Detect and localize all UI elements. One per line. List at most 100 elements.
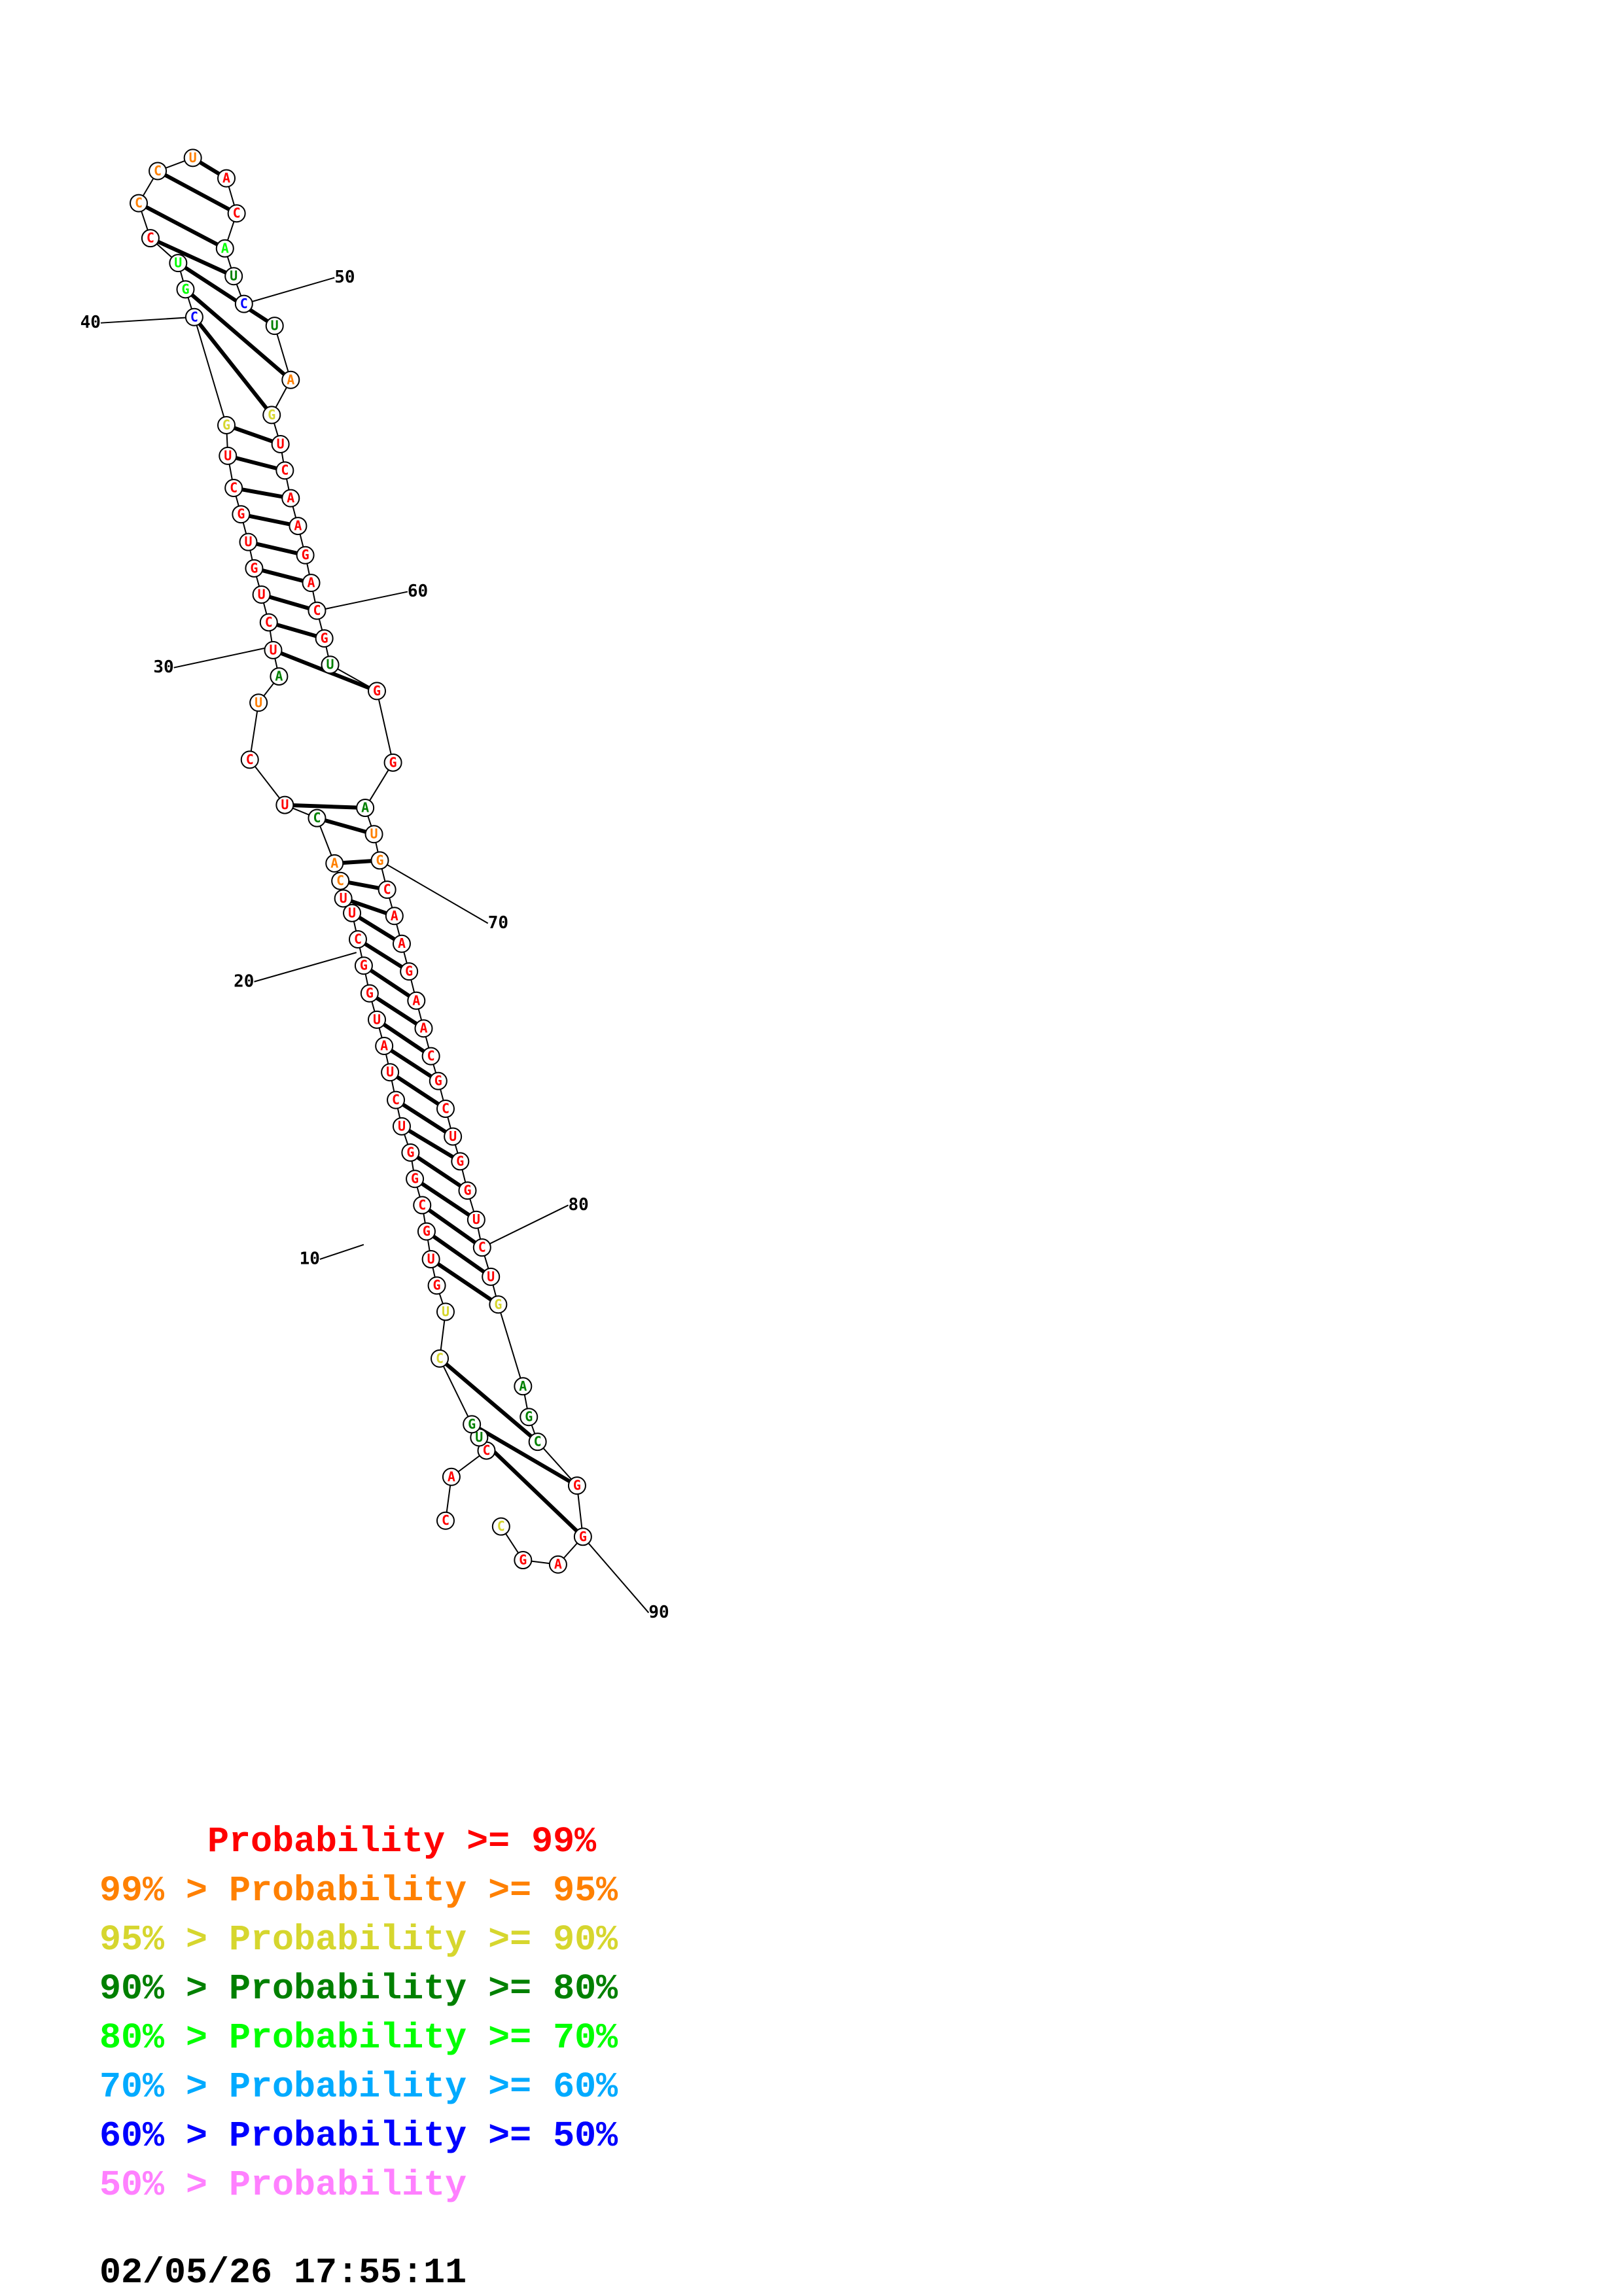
legend-p99: Probability >= 99% xyxy=(99,1821,597,1862)
nucleotide-label: U xyxy=(475,1429,483,1445)
nucleotide-circle xyxy=(169,254,188,273)
nucleotide-label: U xyxy=(370,826,378,842)
nucleotide-circle xyxy=(413,1196,432,1215)
nucleotide-label: A xyxy=(308,575,315,591)
nucleotide-label: C xyxy=(354,931,362,947)
nucleotide-circle xyxy=(308,601,326,620)
base-pair-bond xyxy=(389,1070,447,1111)
base-pair-bond xyxy=(409,1151,469,1192)
nucleotide-circle xyxy=(224,479,243,498)
base-pair-bond xyxy=(233,486,291,500)
nucleotide-label: U xyxy=(487,1268,495,1284)
base-pair-bond xyxy=(395,1098,454,1138)
nucleotide-label: A xyxy=(222,170,230,186)
nucleotide-label: U xyxy=(189,150,197,165)
nucleotide-circle xyxy=(289,517,308,536)
nucleotide-label: C xyxy=(147,230,154,246)
nucleotide-circle xyxy=(436,1511,455,1530)
nucleotide-label: U xyxy=(398,1118,406,1134)
nucleotide-circle xyxy=(296,546,315,565)
nucleotide-circle xyxy=(491,1517,510,1536)
nucleotide-label: A xyxy=(361,800,369,816)
nucleotide-circle xyxy=(215,239,234,258)
nucleotide-label: C xyxy=(313,602,321,618)
base-pair-bond xyxy=(316,816,375,837)
base-pair-bond xyxy=(470,1422,578,1487)
nucleotide-label: C xyxy=(418,1197,426,1213)
nucleotide-circle xyxy=(368,1010,387,1029)
nucleotide-label: G xyxy=(456,1153,464,1169)
base-pair-bond xyxy=(425,1230,492,1279)
base-pair-bond xyxy=(351,911,403,946)
nucleotide-circle xyxy=(252,585,271,604)
nucleotide-circle xyxy=(149,162,167,181)
nucleotide-circle xyxy=(370,851,389,870)
backbone-segment xyxy=(249,703,260,760)
nucleotide-circle xyxy=(400,962,419,981)
nucleotide-label: G xyxy=(360,958,368,973)
nucleotide-label: G xyxy=(434,1073,442,1088)
nucleotide-circle xyxy=(514,1551,533,1570)
base-pair-bond xyxy=(383,1044,440,1083)
base-pair-bond xyxy=(184,288,292,382)
nucleotide-circle xyxy=(275,795,294,814)
nucleotide-circle xyxy=(375,1037,394,1056)
nucleotide-circle xyxy=(270,667,289,686)
backbone-segment xyxy=(249,759,286,806)
nucleotide-circle xyxy=(463,1415,482,1434)
nucleotide-label: C xyxy=(313,810,321,826)
nucleotide-label: C xyxy=(482,1442,490,1458)
base-pair-bond xyxy=(156,169,238,215)
nucleotide-label: C xyxy=(442,1101,450,1117)
position-label: 40 xyxy=(80,313,101,332)
nucleotide-label: A xyxy=(330,855,338,871)
nucleotide-circle xyxy=(401,1143,420,1162)
backbone-segment xyxy=(497,1304,524,1387)
position-label: 90 xyxy=(648,1603,669,1622)
nucleotide-circle xyxy=(141,229,160,248)
nucleotide-label: G xyxy=(373,683,381,699)
nucleotide-circle xyxy=(217,169,236,188)
nucleotide-circle xyxy=(348,930,367,949)
position-label: 20 xyxy=(234,971,254,991)
nucleotide-label: G xyxy=(494,1296,502,1312)
nucleotide-circle xyxy=(467,1210,485,1229)
nucleotide-label: G xyxy=(411,1171,419,1187)
nucleotide-label: U xyxy=(269,642,277,657)
nucleotide-label: C xyxy=(392,1092,400,1107)
backbone-segment xyxy=(193,317,227,426)
position-tick xyxy=(379,860,489,924)
nucleotide-label: A xyxy=(419,1020,427,1036)
legend-p90: 95% > Probability >= 90% xyxy=(99,1919,618,1960)
nucleotide-label: G xyxy=(222,417,230,432)
nucleotide-circle xyxy=(427,1276,446,1295)
nucleotide-label: U xyxy=(174,255,182,271)
nucleotide-label: G xyxy=(406,1145,414,1160)
nucleotide-circle xyxy=(381,1063,400,1082)
bonds-layer xyxy=(137,156,584,1565)
base-pair-bond xyxy=(357,937,410,973)
nucleotide-label: U xyxy=(449,1128,457,1144)
base-pair-bond xyxy=(362,964,417,1003)
nucleotide-circle xyxy=(343,903,362,922)
base-pair-bond xyxy=(478,1436,584,1539)
nucleotide-label: A xyxy=(554,1556,562,1572)
nucleotide-label: G xyxy=(366,985,374,1001)
nucleotide-circle xyxy=(308,809,326,827)
nucleotide-circle xyxy=(514,1377,533,1396)
nucleotide-label: U xyxy=(348,905,356,920)
nucleotide-label: U xyxy=(255,695,262,710)
nucleotide-label: G xyxy=(468,1416,476,1432)
position-label: 50 xyxy=(334,268,355,287)
nucleotide-label: G xyxy=(302,547,309,563)
base-pair-bond xyxy=(149,236,235,278)
nucleotide-label: G xyxy=(423,1223,431,1239)
nucleotide-label: U xyxy=(258,587,266,602)
base-pair-bond xyxy=(414,1177,478,1222)
nucleotide-label: C xyxy=(383,882,391,897)
position-tick xyxy=(317,591,408,612)
backbone-segment xyxy=(439,1358,473,1425)
base-pair-bond xyxy=(376,1018,432,1058)
backbone-segment xyxy=(376,691,394,763)
